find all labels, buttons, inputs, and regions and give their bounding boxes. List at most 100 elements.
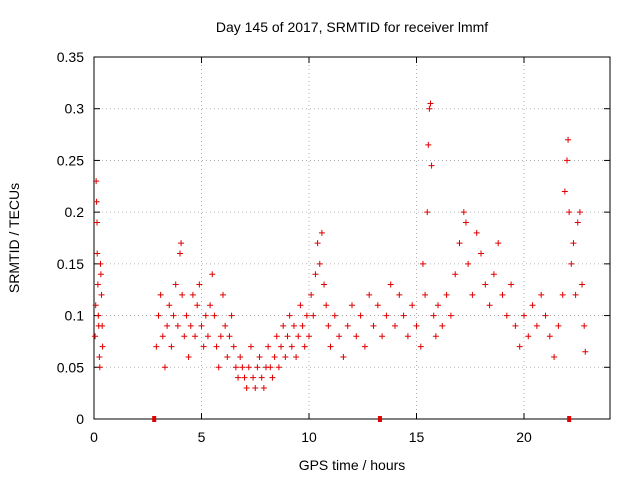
data-point — [157, 291, 164, 298]
data-point — [344, 322, 351, 329]
data-point — [331, 312, 338, 319]
data-point — [581, 322, 588, 329]
data-point — [228, 312, 235, 319]
data-point — [260, 384, 267, 391]
data-point — [222, 322, 229, 329]
data-point — [179, 291, 186, 298]
data-point — [286, 312, 293, 319]
data-point — [284, 333, 291, 340]
data-point — [306, 333, 312, 340]
data-point — [245, 364, 252, 371]
data-point — [207, 302, 214, 309]
data-point — [213, 343, 220, 350]
data-point — [516, 343, 523, 350]
data-point — [211, 312, 218, 319]
data-point — [336, 333, 343, 340]
data-point — [565, 136, 572, 143]
x-tick-label: 10 — [301, 429, 317, 445]
data-point — [404, 333, 411, 340]
data-point — [357, 312, 364, 319]
x-axis-label: GPS time / hours — [299, 457, 406, 473]
x-axis: 0 5 10 15 20 — [90, 57, 532, 445]
data-point — [469, 291, 476, 298]
data-point — [153, 343, 160, 350]
data-point — [92, 333, 99, 340]
data-point — [220, 291, 226, 298]
data-point — [224, 353, 231, 360]
data-point — [278, 343, 285, 350]
data-point — [215, 364, 222, 371]
data-point — [168, 343, 175, 350]
grid-lines — [94, 57, 610, 419]
data-point — [187, 322, 194, 329]
data-point — [409, 302, 416, 309]
data-point — [98, 291, 105, 298]
data-point — [370, 322, 377, 329]
data-point — [383, 312, 390, 319]
data-point — [460, 209, 467, 216]
data-point — [267, 364, 274, 371]
data-point — [400, 312, 407, 319]
data-point — [185, 353, 192, 360]
data-point — [198, 322, 205, 329]
data-point — [152, 416, 157, 422]
y-tick-label: 0 — [76, 411, 84, 427]
data-point — [239, 364, 246, 371]
data-point — [301, 343, 308, 350]
data-point — [308, 291, 315, 298]
data-point — [299, 322, 306, 329]
data-point — [189, 291, 196, 298]
data-point — [237, 353, 244, 360]
data-point — [503, 312, 510, 319]
data-point — [94, 250, 101, 257]
y-tick-label: 0.1 — [65, 308, 85, 324]
data-point — [164, 322, 171, 329]
plot-frame — [93, 56, 611, 420]
data-point — [247, 343, 254, 350]
data-point — [435, 302, 441, 309]
data-point — [377, 416, 382, 422]
data-point — [254, 364, 261, 371]
data-point — [318, 229, 325, 236]
data-point — [95, 312, 102, 319]
data-point — [217, 333, 224, 340]
data-point — [428, 162, 435, 169]
data-point — [200, 343, 207, 350]
data-point — [533, 322, 540, 329]
data-point — [166, 302, 173, 309]
y-tick-label: 0.25 — [57, 152, 84, 168]
data-point — [303, 312, 310, 319]
data-point — [566, 209, 573, 216]
data-point — [447, 312, 454, 319]
data-point — [366, 291, 373, 298]
data-point — [482, 281, 489, 288]
data-point — [542, 312, 549, 319]
data-point — [439, 322, 446, 329]
data-point — [288, 343, 295, 350]
data-point — [241, 374, 248, 381]
data-point — [99, 322, 106, 329]
data-point — [349, 302, 355, 309]
data-point — [456, 240, 463, 247]
data-point — [567, 416, 572, 422]
data-point — [243, 384, 250, 391]
data-point — [426, 105, 433, 112]
data-point — [94, 219, 101, 226]
data-point — [226, 333, 233, 340]
data-point — [297, 302, 304, 309]
data-point — [576, 209, 583, 216]
data-point — [443, 291, 450, 298]
data-point — [155, 312, 162, 319]
y-axis-label: SRMTID / TECUs — [6, 183, 22, 293]
data-point — [559, 291, 566, 298]
data-point — [174, 322, 181, 329]
x-tick-label: 5 — [198, 429, 206, 445]
data-point — [325, 322, 332, 329]
data-point — [579, 281, 586, 288]
data-point — [204, 333, 211, 340]
data-point — [230, 343, 237, 350]
data-point — [265, 343, 272, 350]
data-point — [572, 291, 579, 298]
data-point — [194, 302, 201, 309]
data-point — [529, 302, 536, 309]
